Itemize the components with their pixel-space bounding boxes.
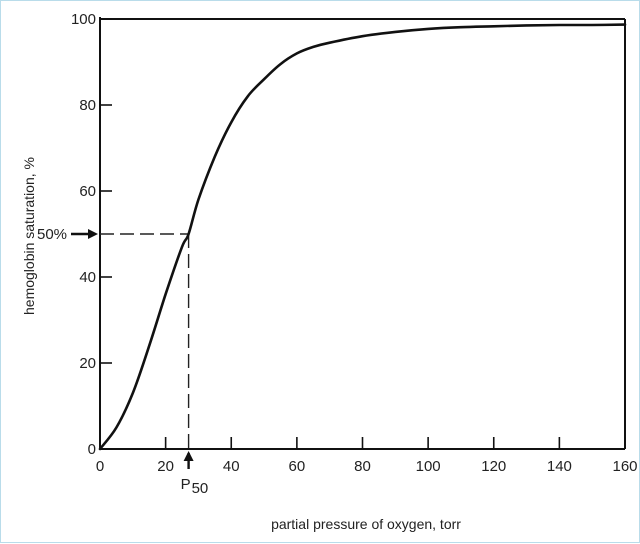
x-tick-label: 140 [547, 458, 572, 475]
ticks: 0 20 40 60 80 100 120 140 160 0 20 40 60 80 100 [71, 11, 638, 475]
y-tick-label: 100 [71, 11, 96, 28]
x-tick-label: 60 [289, 458, 306, 475]
x-tick-label: 40 [223, 458, 240, 475]
annotations: 50% P 50 [37, 226, 208, 497]
y-tick-label: 20 [79, 355, 96, 372]
y-tick-label: 60 [79, 183, 96, 200]
p50-subscript: 50 [192, 480, 209, 497]
x-tick-label: 120 [481, 458, 506, 475]
saturation-curve [98, 23, 627, 451]
x-axis-label: partial pressure of oxygen, torr [271, 516, 461, 532]
x-tick-label: 0 [96, 458, 104, 475]
p50-arrowhead [183, 451, 194, 461]
x-tick-label: 20 [157, 458, 174, 475]
y-tick-label: 40 [79, 269, 96, 286]
fifty-percent-arrowhead [88, 229, 98, 239]
y-axis-label: hemoglobin saturation, % [21, 157, 37, 315]
x-tick-label: 160 [612, 458, 637, 475]
x-tick-label: 100 [416, 458, 441, 475]
fifty-percent-label: 50% [37, 226, 67, 243]
x-tick-label: 80 [354, 458, 371, 475]
y-tick-label: 80 [79, 97, 96, 114]
y-tick-label: 0 [88, 441, 96, 458]
p50-label: P [181, 476, 191, 493]
axes [99, 17, 626, 450]
p50-guides [100, 233, 190, 449]
